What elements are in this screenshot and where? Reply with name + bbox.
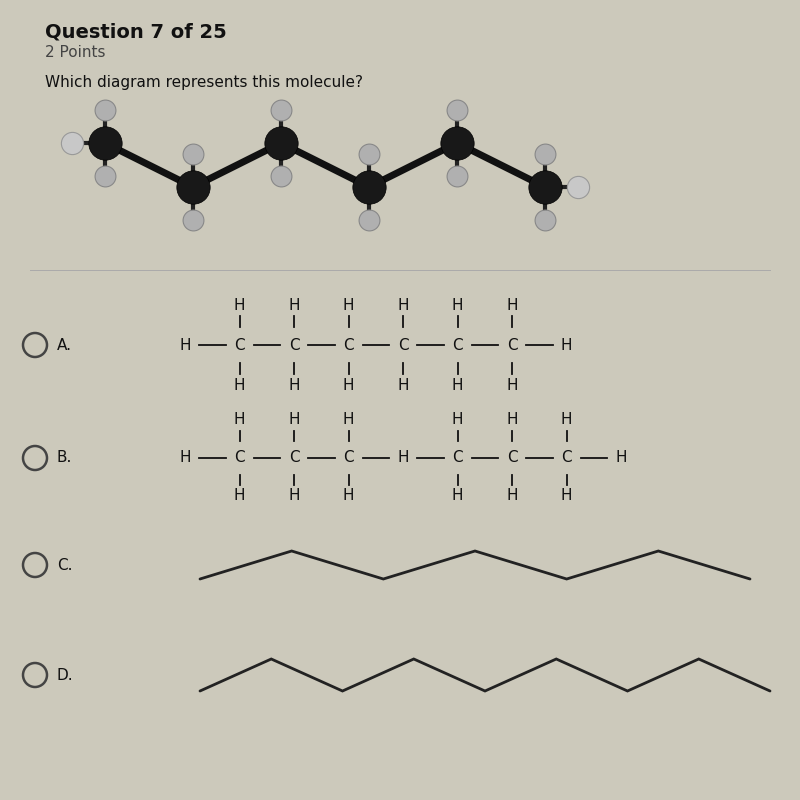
Text: C: C: [506, 338, 518, 353]
Text: H: H: [342, 489, 354, 503]
Text: H: H: [452, 378, 463, 393]
Text: H: H: [234, 489, 246, 503]
Text: H: H: [179, 450, 190, 466]
Text: C: C: [398, 338, 408, 353]
Text: H: H: [288, 489, 300, 503]
Text: H: H: [398, 378, 409, 393]
Text: H: H: [234, 298, 246, 313]
Text: C: C: [289, 450, 299, 466]
Text: H: H: [398, 450, 409, 466]
Text: H: H: [234, 413, 246, 427]
Text: H: H: [615, 450, 626, 466]
Text: C: C: [289, 338, 299, 353]
Text: C: C: [234, 450, 245, 466]
Text: H: H: [342, 298, 354, 313]
Text: H: H: [506, 413, 518, 427]
Text: A.: A.: [57, 338, 72, 353]
Text: H: H: [288, 298, 300, 313]
Text: 2 Points: 2 Points: [45, 45, 106, 60]
Text: H: H: [288, 378, 300, 393]
Text: H: H: [398, 298, 409, 313]
Text: H: H: [452, 489, 463, 503]
Text: C: C: [234, 338, 245, 353]
Text: Question 7 of 25: Question 7 of 25: [45, 22, 226, 41]
Text: H: H: [506, 378, 518, 393]
Text: Which diagram represents this molecule?: Which diagram represents this molecule?: [45, 75, 363, 90]
Text: H: H: [342, 413, 354, 427]
Text: C: C: [343, 338, 354, 353]
Text: H: H: [342, 378, 354, 393]
Text: H: H: [561, 413, 572, 427]
Text: C: C: [452, 450, 463, 466]
Text: C.: C.: [57, 558, 73, 573]
Text: H: H: [506, 489, 518, 503]
Text: C: C: [452, 338, 463, 353]
Text: D.: D.: [57, 667, 74, 682]
Text: H: H: [561, 338, 572, 353]
Text: H: H: [234, 378, 246, 393]
Text: H: H: [452, 413, 463, 427]
Text: C: C: [343, 450, 354, 466]
Text: H: H: [288, 413, 300, 427]
Text: H: H: [561, 489, 572, 503]
Text: C: C: [561, 450, 572, 466]
Text: H: H: [452, 298, 463, 313]
Text: H: H: [506, 298, 518, 313]
Text: B.: B.: [57, 450, 72, 466]
Text: H: H: [179, 338, 190, 353]
Text: C: C: [506, 450, 518, 466]
